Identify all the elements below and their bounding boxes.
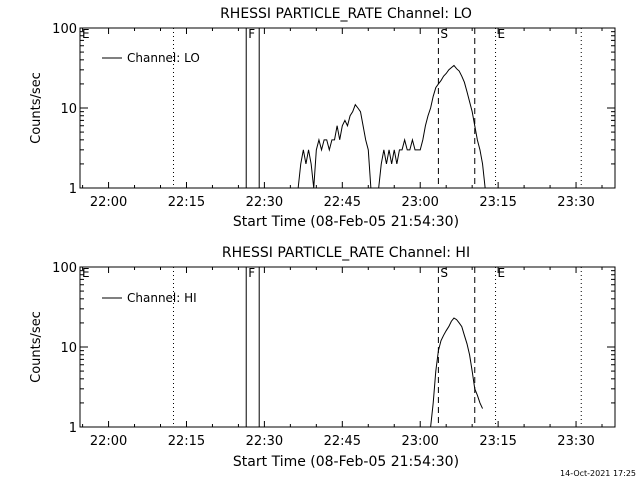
- marker-label: S: [440, 27, 448, 41]
- marker-label: E: [82, 266, 90, 280]
- legend-label: Channel: LO: [127, 51, 200, 65]
- x-tick-label: 22:45: [324, 434, 361, 449]
- chart-title: RHESSI PARTICLE_RATE Channel: HI: [222, 245, 470, 261]
- legend: Channel: LO: [102, 51, 200, 65]
- legend: Channel: HI: [102, 291, 197, 305]
- series-path: [297, 64, 488, 189]
- y-tick-label: 10: [60, 341, 77, 356]
- marker-label: S: [440, 266, 448, 280]
- x-tick-label: 22:45: [324, 195, 361, 210]
- x-tick-label: 23:15: [479, 195, 516, 210]
- marker-label: F: [248, 266, 255, 280]
- y-tick-labels: 1 10 100: [52, 261, 77, 436]
- series-line: [297, 64, 488, 189]
- y-tick-label: 1: [69, 421, 77, 436]
- marker-label: E: [498, 266, 506, 280]
- x-tick-labels: 22:00 22:15 22:30 22:45 23:00 23:15 23:3…: [90, 434, 595, 449]
- y-axis-title: Counts/sec: [29, 311, 44, 383]
- marker-label: E: [82, 27, 90, 41]
- chart-panel-lo: RHESSI PARTICLE_RATE Channel: LO 22:00 2…: [29, 6, 616, 230]
- y-tick-label: 100: [52, 22, 77, 37]
- y-axis-title: Counts/sec: [29, 72, 44, 144]
- x-tick-label: 23:15: [479, 434, 516, 449]
- x-tick-label: 22:00: [90, 195, 127, 210]
- axis-ticks: [80, 28, 615, 189]
- series-line: [430, 317, 484, 428]
- footer-timestamp: 14-Oct-2021 17:25: [560, 469, 636, 478]
- marker-labels: E F S E: [82, 27, 505, 41]
- axis-ticks: [80, 267, 615, 428]
- x-tick-label: 22:15: [168, 195, 205, 210]
- marker-label: F: [248, 27, 255, 41]
- y-tick-labels: 1 10 100: [52, 22, 77, 197]
- x-tick-label: 23:30: [557, 195, 594, 210]
- y-tick-label: 100: [52, 261, 77, 276]
- x-tick-label: 22:15: [168, 434, 205, 449]
- x-axis-title: Start Time (08-Feb-05 21:54:30): [233, 454, 459, 470]
- x-tick-label: 23:30: [557, 434, 594, 449]
- x-tick-label: 23:00: [401, 434, 438, 449]
- marker-labels: E F S E: [82, 266, 505, 280]
- series-path: [430, 317, 484, 428]
- y-tick-label: 10: [60, 102, 77, 117]
- x-tick-label: 22:00: [90, 434, 127, 449]
- chart-title: RHESSI PARTICLE_RATE Channel: LO: [220, 6, 472, 22]
- legend-label: Channel: HI: [127, 291, 197, 305]
- chart-panel-hi: RHESSI PARTICLE_RATE Channel: HI 22:00 2…: [29, 245, 616, 470]
- x-tick-label: 22:30: [246, 195, 283, 210]
- x-axis-title: Start Time (08-Feb-05 21:54:30): [233, 214, 459, 230]
- y-tick-label: 1: [69, 182, 77, 197]
- x-tick-labels: 22:00 22:15 22:30 22:45 23:00 23:15 23:3…: [90, 195, 595, 210]
- x-tick-label: 22:30: [246, 434, 283, 449]
- marker-label: E: [498, 27, 506, 41]
- x-tick-label: 23:00: [401, 195, 438, 210]
